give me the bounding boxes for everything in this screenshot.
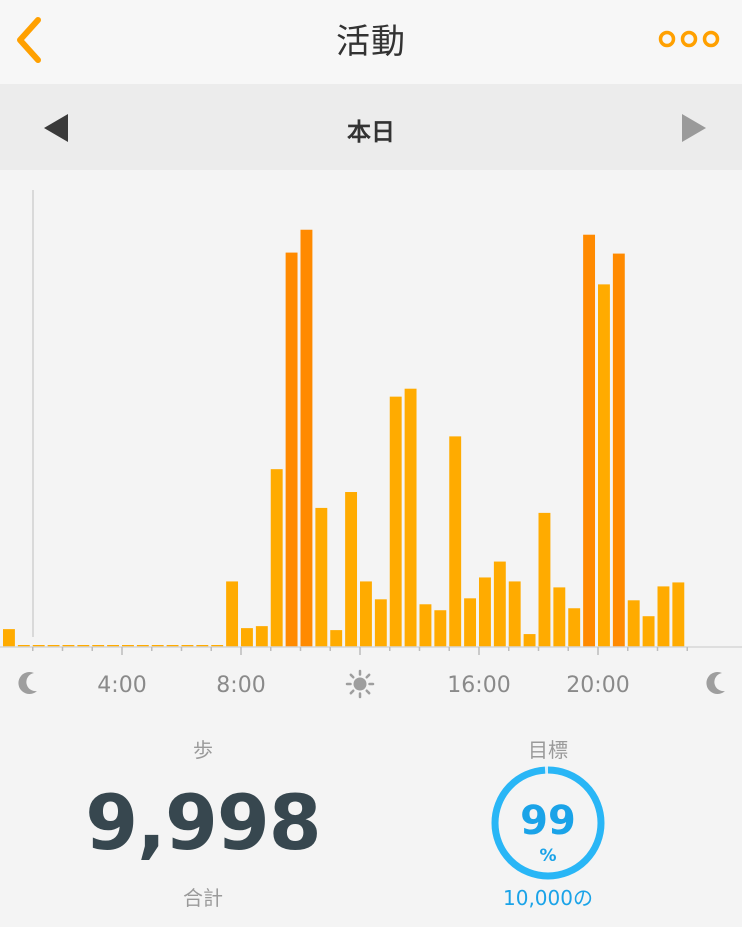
chart-bar: [136, 645, 149, 647]
chart-bar: [285, 252, 298, 648]
axis-layer: 4:00 8:00 16:00 20:00: [0, 190, 742, 699]
steps-total-value: 9,998: [85, 778, 321, 867]
chart-bar: [434, 610, 447, 647]
chart-bar: [151, 645, 164, 647]
bars-layer: [3, 229, 685, 648]
x-tick-label: 20:00: [566, 673, 629, 698]
chart-bar: [598, 284, 610, 647]
chart-bar: [553, 587, 566, 647]
chart-bar: [241, 628, 253, 647]
chart-bar: [672, 582, 685, 647]
chart-bar: [404, 388, 417, 647]
triangle-right-icon: [682, 114, 706, 142]
stats-panel: 歩 9,998 合計 目標 99 % 10,000の: [0, 720, 742, 927]
steps-label: 歩: [193, 738, 213, 762]
moon-icon: [706, 672, 725, 695]
chart-bar: [211, 645, 224, 647]
chart-bar: [3, 629, 15, 647]
x-tick-label: 8:00: [216, 673, 265, 698]
top-bar: 活動: [0, 0, 742, 84]
chart-bar: [360, 581, 372, 647]
chart-bar: [583, 234, 596, 647]
page-title: 活動: [336, 22, 406, 62]
chevron-left-icon: [17, 17, 41, 63]
chart-bar: [642, 616, 655, 647]
previous-day-button[interactable]: [38, 108, 78, 148]
goal-percent: 99: [520, 798, 576, 844]
chart-bar: [92, 645, 105, 647]
chart-bar: [374, 599, 387, 647]
goal-label: 目標: [528, 738, 568, 762]
chart-bar: [47, 645, 60, 647]
more-button[interactable]: [656, 26, 722, 52]
chart-bar: [32, 645, 45, 647]
date-label: 本日: [347, 118, 395, 146]
date-navigator: 本日: [0, 84, 742, 170]
chart-bar: [508, 581, 521, 647]
chart-bar: [315, 507, 328, 647]
moon-icon: [18, 672, 37, 695]
next-day-button[interactable]: [672, 108, 712, 148]
x-tick-label: 4:00: [97, 673, 146, 698]
goal-percent-sign: %: [539, 846, 557, 866]
chart-bar: [419, 604, 432, 647]
chart-bar: [657, 586, 670, 647]
goal-progress-arc: [491, 766, 605, 880]
triangle-left-icon: [44, 114, 68, 142]
chart-bar: [166, 645, 179, 647]
chart-bar: [107, 645, 120, 647]
chart-bar: [77, 645, 90, 647]
chart-bar: [493, 561, 506, 647]
chart-bar: [538, 512, 551, 647]
chart-bar: [345, 492, 358, 647]
chart-bar: [17, 645, 30, 647]
chart-bar: [226, 581, 239, 647]
chart-bar: [62, 645, 75, 647]
back-button[interactable]: [10, 14, 50, 66]
x-tick-label: 16:00: [447, 673, 510, 698]
chart-bar: [612, 253, 625, 647]
sun-icon: [345, 669, 375, 699]
chart-bar: [255, 626, 268, 647]
chart-bar: [196, 645, 209, 647]
chart-bar: [270, 469, 283, 647]
chart-bar: [627, 600, 640, 647]
chart-bar: [389, 396, 402, 647]
activity-chart[interactable]: 4:00 8:00 16:00 20:00: [0, 170, 742, 710]
chart-bar: [479, 577, 491, 647]
activity-bar-chart: 4:00 8:00 16:00 20:00: [0, 190, 742, 699]
chart-bar: [330, 630, 343, 647]
chart-bar: [449, 436, 462, 647]
chart-bar: [523, 634, 536, 647]
chart-bar: [181, 645, 194, 647]
chart-bar: [300, 229, 313, 647]
chart-bar: [568, 608, 581, 647]
goal-progress-ring[interactable]: [488, 763, 608, 883]
goal-target: 10,000の: [503, 886, 593, 910]
chart-bar: [122, 645, 134, 647]
more-dots-icon: [658, 30, 720, 48]
steps-total-label: 合計: [183, 886, 223, 910]
chart-bar: [464, 598, 477, 647]
